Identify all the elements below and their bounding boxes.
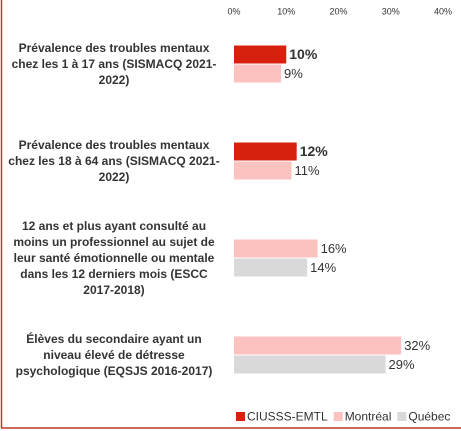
legend-swatch bbox=[236, 412, 245, 421]
value-label: 16% bbox=[321, 241, 347, 256]
legend-label: CIUSSS-EMTL bbox=[247, 410, 328, 424]
bar bbox=[234, 258, 308, 277]
x-tick-label: 20% bbox=[329, 6, 347, 16]
category-label: 12 ans et plus ayant consulté au moins u… bbox=[13, 218, 215, 297]
value-label: 12% bbox=[300, 143, 329, 159]
x-tick-label: 30% bbox=[382, 6, 400, 16]
bar bbox=[234, 142, 297, 161]
category-text: Prévalence des troubles mentaux chez les… bbox=[8, 137, 220, 184]
x-tick-label: 0% bbox=[227, 6, 240, 16]
category-text: Élèves du secondaire ayant un niveau éle… bbox=[15, 331, 213, 378]
x-tick-label: 10% bbox=[277, 6, 295, 16]
legend-label: Montréal bbox=[345, 410, 392, 424]
category-label: Prévalence des troubles mentaux chez les… bbox=[8, 137, 220, 184]
bar bbox=[234, 355, 386, 374]
x-tick-label: 40% bbox=[434, 6, 452, 16]
category-label: Prévalence des troubles mentaux chez les… bbox=[11, 40, 217, 87]
legend-label: Québec bbox=[408, 410, 450, 424]
bar bbox=[234, 64, 282, 83]
value-label: 29% bbox=[389, 357, 415, 372]
value-label: 9% bbox=[284, 66, 303, 81]
bar bbox=[234, 239, 318, 258]
category-text: 12 ans et plus ayant consulté au moins u… bbox=[13, 218, 215, 297]
value-label: 11% bbox=[294, 163, 319, 178]
value-label: 14% bbox=[310, 260, 336, 275]
legend-swatch bbox=[333, 412, 343, 421]
bar bbox=[234, 161, 292, 180]
bar bbox=[234, 45, 287, 64]
value-label: 32% bbox=[404, 338, 430, 353]
legend-swatch bbox=[397, 412, 407, 421]
value-label: 10% bbox=[289, 46, 318, 62]
category-label: Élèves du secondaire ayant un niveau éle… bbox=[15, 331, 213, 378]
category-text: Prévalence des troubles mentaux chez les… bbox=[11, 40, 217, 87]
bar bbox=[234, 336, 402, 355]
